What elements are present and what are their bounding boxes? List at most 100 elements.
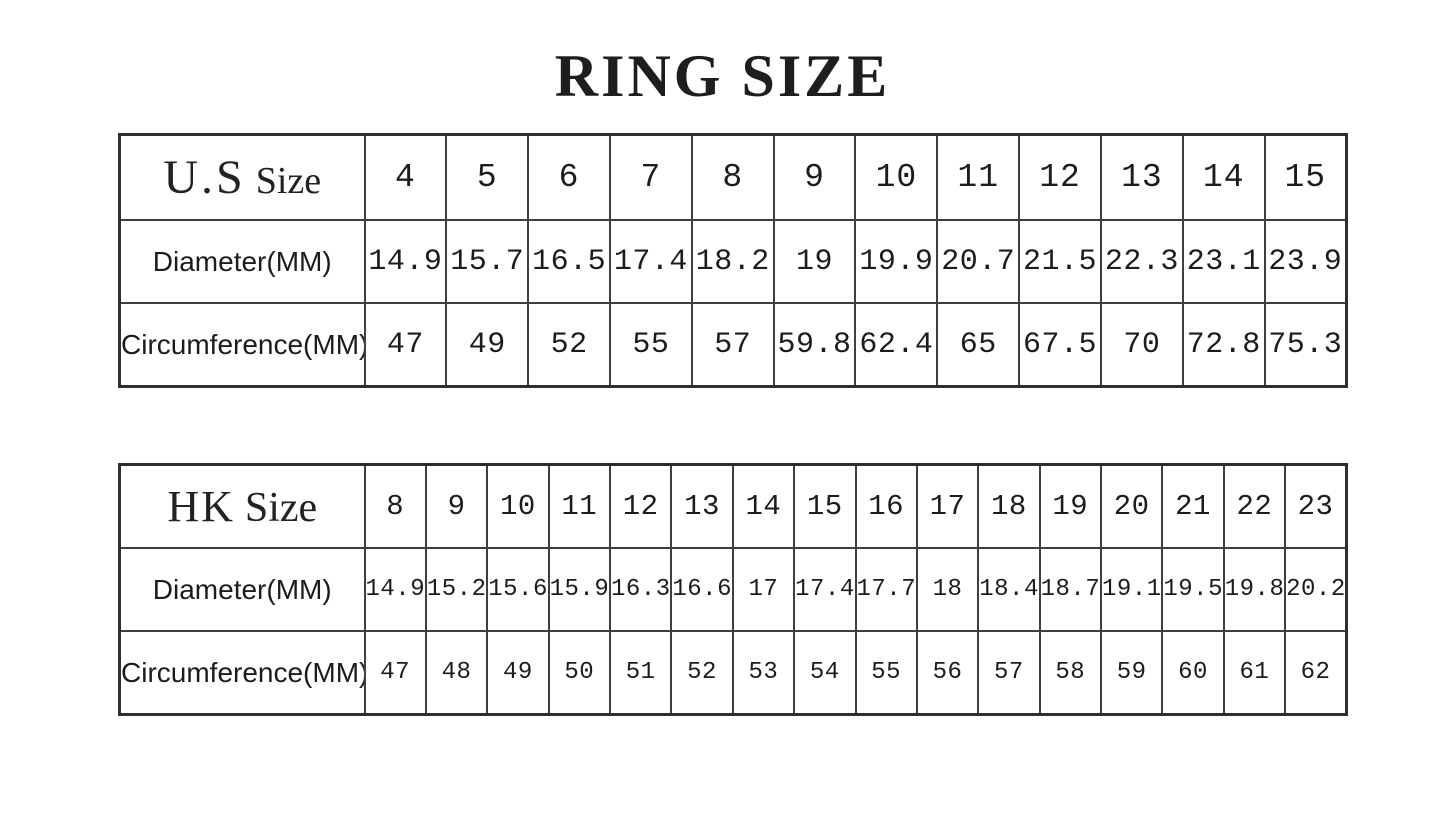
hk-diameter-cell: 19.1 <box>1099 547 1164 632</box>
us-circumference-row-label: Circumference(MM) <box>118 302 366 388</box>
us-circumference-cell: 55 <box>608 302 693 388</box>
hk-size-cell: 17 <box>915 463 980 549</box>
hk-diameter-cell: 18.7 <box>1038 547 1103 632</box>
hk-diameter-row: Diameter(MM) 14.9 15.2 15.6 15.9 16.3 16.6 17 1… <box>118 547 1348 632</box>
us-diameter-cell: 15.7 <box>445 219 530 304</box>
us-circumference-cell: 70 <box>1099 302 1184 388</box>
us-diameter-cell: 23.9 <box>1263 219 1348 304</box>
hk-diameter-row-label: Diameter(MM) <box>118 547 366 632</box>
us-diameter-cell: 19.9 <box>854 219 939 304</box>
hk-table-title-sub: Size <box>244 485 318 531</box>
hk-diameter-cell: 15.9 <box>547 547 612 632</box>
us-size-cell: 7 <box>608 133 693 221</box>
us-diameter-cell: 18.2 <box>690 219 775 304</box>
hk-size-cell: 22 <box>1222 463 1287 549</box>
hk-circumference-cell: 51 <box>608 630 673 716</box>
hk-size-cell: 11 <box>547 463 612 549</box>
hk-circumference-cell: 52 <box>670 630 734 716</box>
us-diameter-row: Diameter(MM) 14.9 15.7 16.5 17.4 18.2 19 19.9 2… <box>118 219 1348 304</box>
hk-size-cell: 16 <box>854 463 918 549</box>
hk-size-cell: 21 <box>1161 463 1225 549</box>
us-size-table: U.S Size 4 5 6 7 8 9 10 11 12 13 14 15 Diameter(MM) … <box>118 133 1348 388</box>
hk-circumference-cell: 55 <box>854 630 918 716</box>
us-diameter-cell: 20.7 <box>936 219 1021 304</box>
hk-diameter-cell: 15.6 <box>486 547 550 632</box>
hk-circumference-cell: 54 <box>793 630 857 716</box>
hk-size-cell: 15 <box>793 463 857 549</box>
hk-size-cell: 14 <box>731 463 796 549</box>
hk-table-title-cell: HK Size <box>118 463 366 549</box>
us-circumference-cell: 57 <box>690 302 775 388</box>
us-diameter-cell: 17.4 <box>608 219 693 304</box>
us-circumference-cell: 67.5 <box>1018 302 1102 388</box>
hk-circumference-cell: 50 <box>547 630 612 716</box>
us-circumference-row: Circumference(MM) 47 49 52 55 57 59.8 62.4 65 67… <box>118 302 1348 388</box>
hk-circumference-cell: 47 <box>363 630 427 716</box>
hk-circumference-cell: 62 <box>1284 630 1348 716</box>
hk-size-cell: 9 <box>424 463 489 549</box>
hk-diameter-cell: 16.3 <box>608 547 673 632</box>
us-circumference-cell: 72.8 <box>1181 302 1266 388</box>
us-size-cell: 15 <box>1263 133 1348 221</box>
hk-diameter-cell: 16.6 <box>670 547 734 632</box>
us-diameter-cell: 22.3 <box>1099 219 1184 304</box>
hk-circumference-row: Circumference(MM) 47 48 49 50 51 52 53 54 55 56 57… <box>118 630 1348 716</box>
us-diameter-row-label: Diameter(MM) <box>118 219 366 304</box>
us-circumference-cell: 47 <box>363 302 448 388</box>
page-title: RING SIZE <box>554 43 891 109</box>
us-table-title-cell: U.S Size <box>118 133 366 221</box>
hk-diameter-cell: 14.9 <box>363 547 427 632</box>
hk-diameter-cell: 17.4 <box>793 547 857 632</box>
hk-circumference-cell: 60 <box>1161 630 1225 716</box>
us-circumference-cell: 52 <box>527 302 611 388</box>
hk-size-cell: 12 <box>608 463 673 549</box>
hk-size-table: HK Size 8 9 10 11 12 13 14 15 16 17 18 19 20 21 22 23 Di… <box>118 463 1348 716</box>
us-circumference-cell: 62.4 <box>854 302 939 388</box>
hk-table-title-main: HK <box>167 482 235 531</box>
hk-diameter-cell: 19.8 <box>1222 547 1287 632</box>
us-diameter-cell: 16.5 <box>527 219 611 304</box>
hk-circumference-cell: 56 <box>915 630 980 716</box>
us-circumference-cell: 49 <box>445 302 530 388</box>
us-circumference-cell: 75.3 <box>1263 302 1348 388</box>
hk-size-cell: 13 <box>670 463 734 549</box>
us-circumference-cell: 65 <box>936 302 1021 388</box>
us-size-cell: 14 <box>1181 133 1266 221</box>
hk-size-cell: 19 <box>1038 463 1103 549</box>
us-diameter-cell: 14.9 <box>363 219 448 304</box>
hk-size-cell: 23 <box>1284 463 1348 549</box>
hk-size-cell: 20 <box>1099 463 1164 549</box>
hk-circumference-cell: 59 <box>1099 630 1164 716</box>
hk-diameter-cell: 17 <box>731 547 796 632</box>
hk-circumference-cell: 61 <box>1222 630 1287 716</box>
us-size-cell: 11 <box>936 133 1021 221</box>
hk-diameter-cell: 19.5 <box>1161 547 1225 632</box>
hk-diameter-cell: 18.4 <box>977 547 1041 632</box>
us-size-cell: 13 <box>1099 133 1184 221</box>
hk-circumference-row-label: Circumference(MM) <box>118 630 366 716</box>
us-table-title-main: U.S <box>163 151 246 204</box>
hk-circumference-cell: 57 <box>977 630 1041 716</box>
hk-circumference-cell: 53 <box>731 630 796 716</box>
us-size-header-row: U.S Size 4 5 6 7 8 9 10 11 12 13 14 15 <box>118 133 1348 221</box>
hk-size-header-row: HK Size 8 9 10 11 12 13 14 15 16 17 18 19 20 21 22 23 <box>118 463 1348 549</box>
hk-diameter-cell: 15.2 <box>424 547 489 632</box>
us-diameter-cell: 19 <box>772 219 857 304</box>
us-size-cell: 8 <box>690 133 775 221</box>
hk-size-cell: 18 <box>977 463 1041 549</box>
us-size-cell: 12 <box>1018 133 1102 221</box>
us-circumference-cell: 59.8 <box>772 302 857 388</box>
hk-size-cell: 10 <box>486 463 550 549</box>
us-size-cell: 9 <box>772 133 857 221</box>
us-diameter-cell: 23.1 <box>1181 219 1266 304</box>
us-size-cell: 5 <box>445 133 530 221</box>
hk-diameter-cell: 18 <box>915 547 980 632</box>
us-size-cell: 10 <box>854 133 939 221</box>
us-size-cell: 4 <box>363 133 448 221</box>
hk-circumference-cell: 58 <box>1038 630 1103 716</box>
hk-circumference-cell: 49 <box>486 630 550 716</box>
us-size-cell: 6 <box>527 133 611 221</box>
hk-size-cell: 8 <box>363 463 427 549</box>
hk-diameter-cell: 17.7 <box>854 547 918 632</box>
